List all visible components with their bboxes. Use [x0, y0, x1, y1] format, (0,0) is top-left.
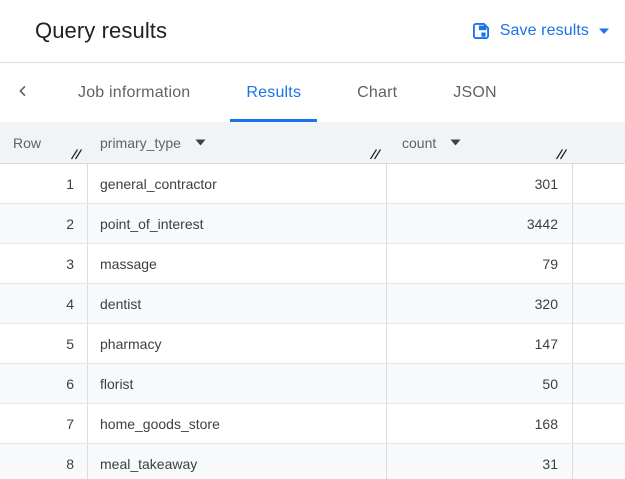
- row-number-cell: 4: [0, 284, 88, 323]
- table-row: 5 pharmacy 147: [0, 324, 625, 364]
- filler-cell: [573, 204, 625, 243]
- primary-type-cell: massage: [88, 244, 387, 283]
- column-resize-icon[interactable]: [555, 148, 568, 160]
- row-number-cell: 6: [0, 364, 88, 403]
- count-cell: 320: [387, 284, 573, 323]
- primary-type-cell: meal_takeaway: [88, 444, 387, 479]
- row-number-cell: 8: [0, 444, 88, 479]
- row-number-cell: 2: [0, 204, 88, 243]
- panel-header: Query results Save results: [0, 0, 625, 62]
- count-cell: 50: [387, 364, 573, 403]
- filler-cell: [573, 364, 625, 403]
- scroll-tabs-left-button[interactable]: [10, 63, 36, 122]
- row-number-cell: 5: [0, 324, 88, 363]
- filler-cell: [573, 164, 625, 203]
- column-header-row-label: Row: [13, 134, 42, 151]
- count-cell: 3442: [387, 204, 573, 243]
- table-header-row: Row primary_type coun: [0, 122, 625, 164]
- caret-down-icon: [598, 27, 610, 35]
- table-row: 6 florist 50: [0, 364, 625, 404]
- row-number-cell: 7: [0, 404, 88, 443]
- count-cell: 31: [387, 444, 573, 479]
- primary-type-cell: point_of_interest: [88, 204, 387, 243]
- count-cell: 301: [387, 164, 573, 203]
- filler-cell: [573, 324, 625, 363]
- caret-down-icon[interactable]: [195, 139, 206, 146]
- results-table: Row primary_type coun: [0, 122, 625, 479]
- table-row: 2 point_of_interest 3442: [0, 204, 625, 244]
- tab-chart[interactable]: Chart: [357, 83, 398, 101]
- table-row: 3 massage 79: [0, 244, 625, 284]
- column-header-filler: [573, 122, 625, 163]
- column-resize-icon[interactable]: [70, 148, 83, 160]
- primary-type-cell: pharmacy: [88, 324, 387, 363]
- floppy-save-icon: [471, 21, 491, 41]
- table-row: 7 home_goods_store 168: [0, 404, 625, 444]
- count-cell: 147: [387, 324, 573, 363]
- row-number-cell: 1: [0, 164, 88, 203]
- column-header-row: Row: [0, 122, 88, 163]
- primary-type-cell: home_goods_store: [88, 404, 387, 443]
- primary-type-cell: dentist: [88, 284, 387, 323]
- column-header-count[interactable]: count: [387, 122, 573, 163]
- tab-results[interactable]: Results: [230, 63, 317, 122]
- results-tab-bar: Job information Results Chart JSON: [0, 62, 625, 122]
- save-results-button[interactable]: Save results: [471, 21, 610, 41]
- primary-type-cell: general_contractor: [88, 164, 387, 203]
- tab-json[interactable]: JSON: [453, 83, 497, 101]
- column-header-primary-type-label: primary_type: [100, 134, 181, 151]
- table-row: 1 general_contractor 301: [0, 164, 625, 204]
- tab-job-information[interactable]: Job information: [78, 83, 191, 101]
- filler-cell: [573, 404, 625, 443]
- chevron-left-icon: [15, 83, 31, 102]
- column-resize-icon[interactable]: [369, 148, 382, 160]
- save-results-label: Save results: [499, 22, 589, 39]
- filler-cell: [573, 284, 625, 323]
- filler-cell: [573, 244, 625, 283]
- column-header-primary-type[interactable]: primary_type: [88, 122, 387, 163]
- count-cell: 168: [387, 404, 573, 443]
- page-title: Query results: [35, 18, 168, 43]
- row-number-cell: 3: [0, 244, 88, 283]
- table-row: 8 meal_takeaway 31: [0, 444, 625, 479]
- table-body: 1 general_contractor 301 2 point_of_interest…: [0, 164, 625, 479]
- primary-type-cell: florist: [88, 364, 387, 403]
- count-cell: 79: [387, 244, 573, 283]
- caret-down-icon[interactable]: [450, 139, 461, 146]
- table-row: 4 dentist 320: [0, 284, 625, 324]
- filler-cell: [573, 444, 625, 479]
- column-header-count-label: count: [402, 134, 437, 151]
